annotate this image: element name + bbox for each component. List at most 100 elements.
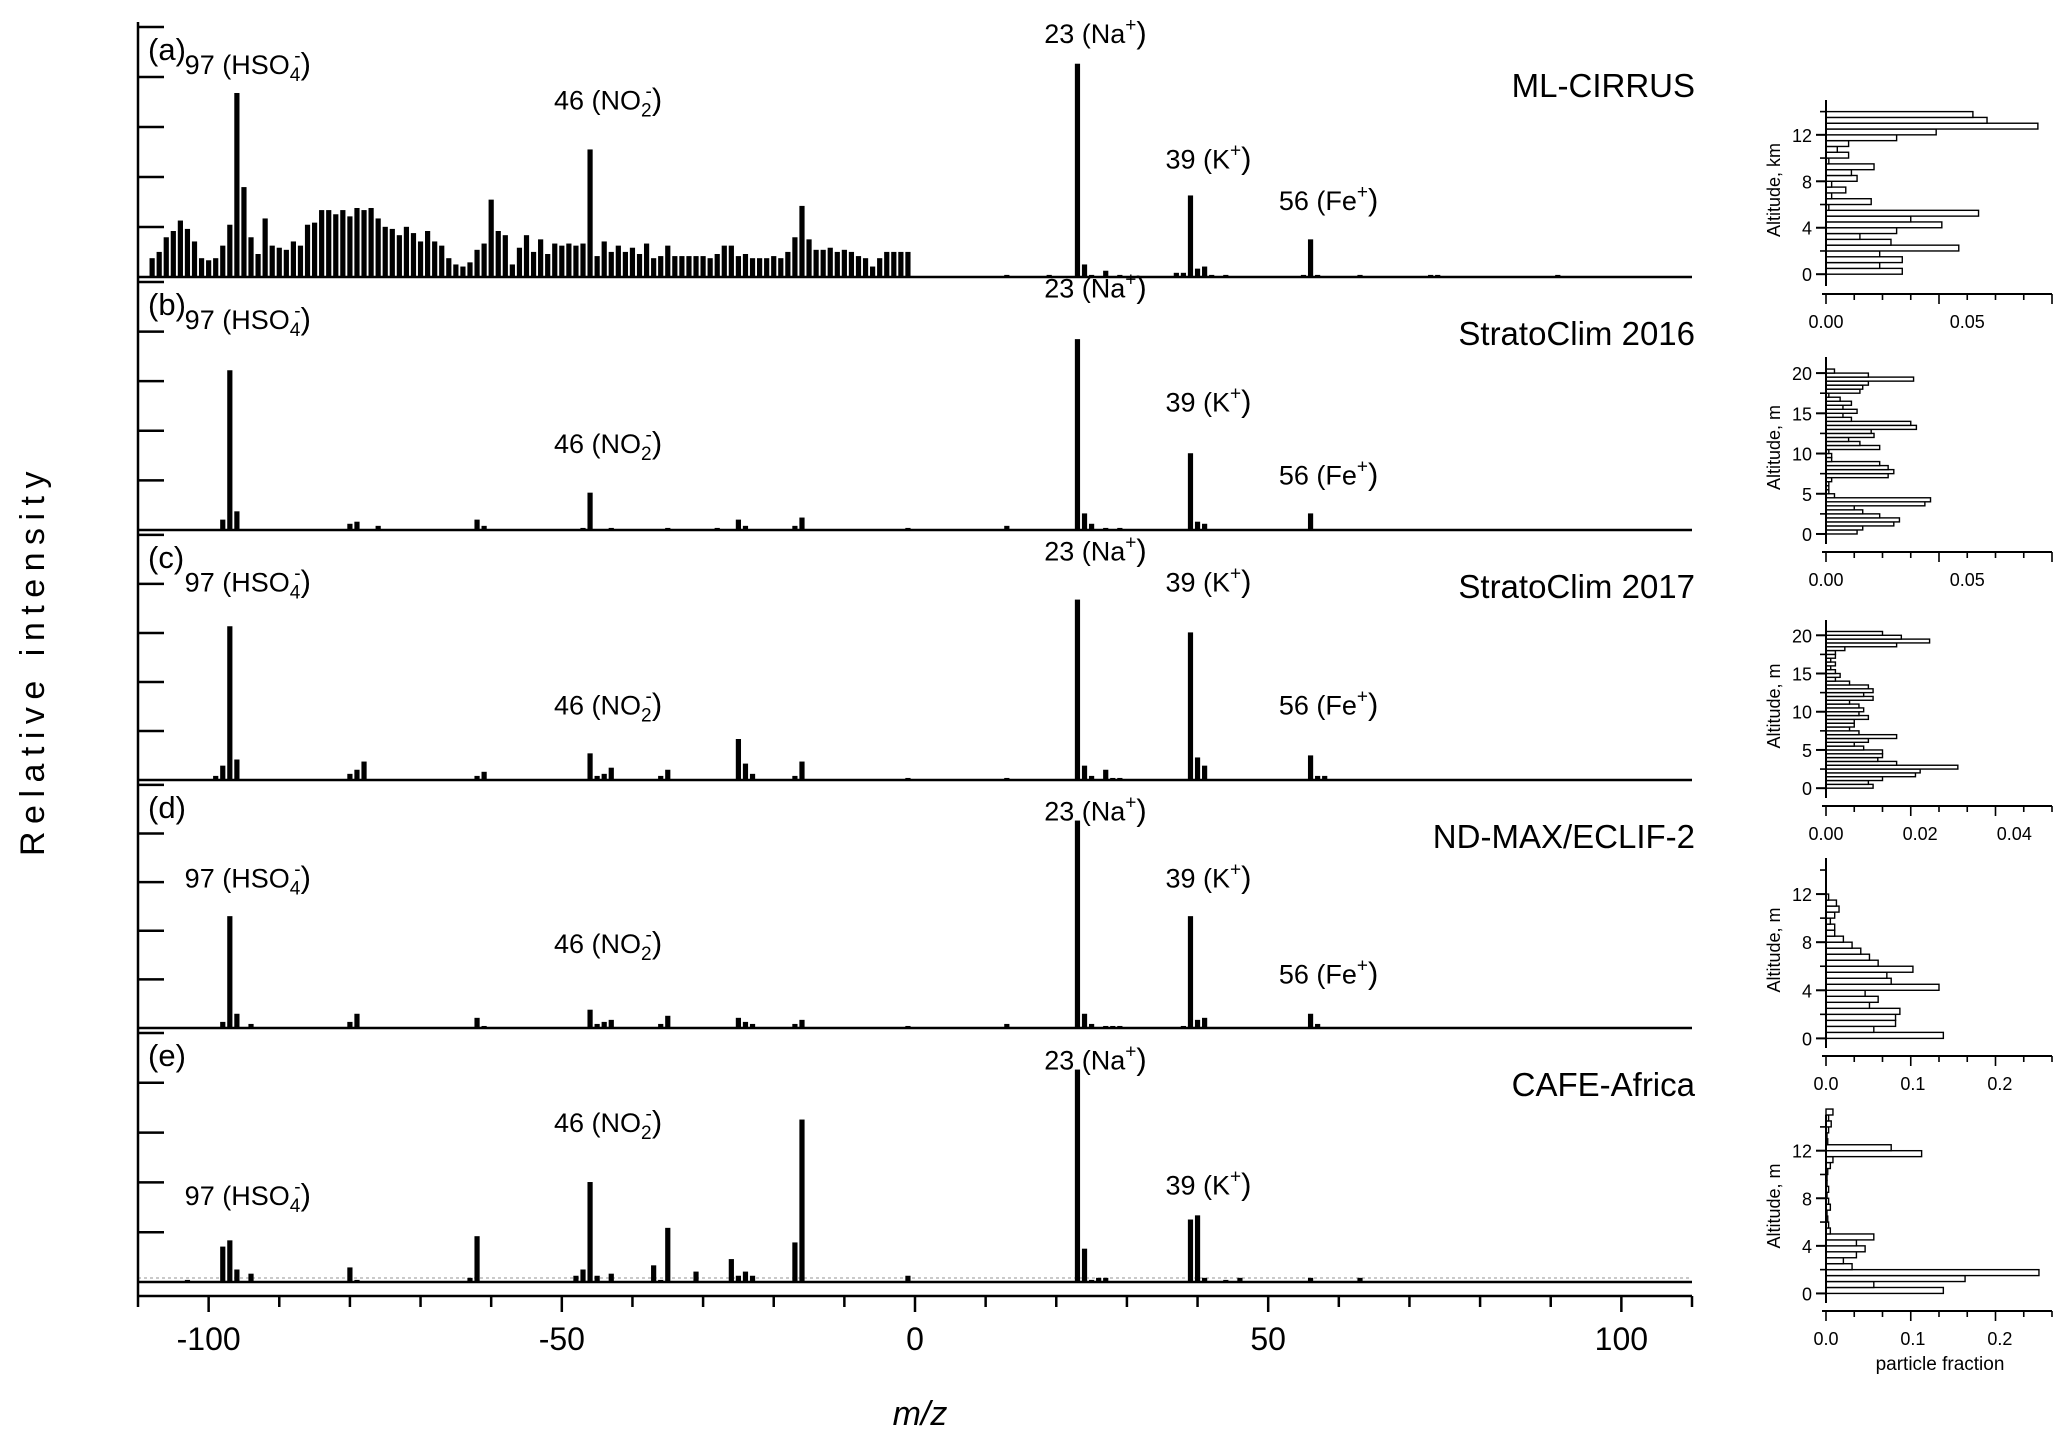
histogram-y-tick-label: 5	[1802, 485, 1812, 505]
spectrum-bar	[602, 241, 607, 277]
spectrum-bar	[651, 1265, 656, 1282]
histogram-y-tick-label: 0	[1802, 779, 1812, 799]
spectrum-bar	[347, 1267, 352, 1282]
spectrum-bar	[736, 739, 741, 780]
spectrum-bar	[1195, 269, 1200, 277]
spectrum-bar	[580, 244, 585, 277]
spectrum-bar	[1188, 916, 1193, 1028]
spectrum-bar	[700, 256, 705, 277]
spectrum-bar	[665, 770, 670, 780]
spectrum-bar	[227, 370, 232, 530]
panel-letter: (c)	[148, 540, 184, 575]
x-axis-label: m/z	[893, 1395, 948, 1433]
histogram-y-tick-label: 10	[1792, 445, 1812, 465]
x-tick-label: 100	[1595, 1321, 1648, 1357]
histogram-y-label: Altitude, m	[1764, 907, 1784, 992]
histogram-y-tick-label: 12	[1792, 126, 1812, 146]
spectrum-bar	[369, 208, 374, 277]
spectrum-bar	[792, 237, 797, 277]
histogram-y-tick-label: 10	[1792, 703, 1812, 723]
histogram-bar	[1826, 1264, 1852, 1270]
histogram-y-tick-label: 15	[1792, 404, 1812, 424]
spectrum-bar	[354, 1014, 359, 1028]
spectrum-bar	[1308, 239, 1313, 277]
spectrum-bar	[150, 258, 155, 277]
spectrum-bar	[729, 246, 734, 277]
spectrum-bar	[432, 241, 437, 277]
histogram-bar	[1826, 129, 1936, 135]
spectrum-bar	[185, 229, 190, 277]
histogram-bar	[1826, 1287, 1943, 1293]
histogram-bar	[1826, 1240, 1856, 1246]
histogram-y-tick-label: 8	[1802, 1189, 1812, 1209]
spectrum-bar	[1202, 1018, 1207, 1028]
spectrum-bar	[312, 223, 317, 277]
spectrum-bar	[877, 258, 882, 277]
spectrum-bar	[482, 244, 487, 277]
spectrum-bar	[1188, 1220, 1193, 1282]
spectrum-bar	[1188, 453, 1193, 530]
x-tick-label: 50	[1250, 1321, 1286, 1357]
histogram-bar	[1826, 263, 1880, 269]
histogram-x-tick-label: 0.1	[1900, 1329, 1925, 1349]
spectrum-bar	[376, 218, 381, 277]
spectrum-bar	[1075, 821, 1080, 1028]
spectrum-bar	[171, 231, 176, 277]
histogram-bar	[1826, 199, 1871, 205]
histogram-y-tick-label: 4	[1802, 981, 1812, 1001]
spectrum-bar	[587, 1182, 592, 1282]
spectrum-bar	[587, 493, 592, 530]
spectrum-bar	[644, 244, 649, 277]
spectrum-bar	[517, 248, 522, 277]
histogram-bar	[1826, 1270, 2039, 1276]
spectrum-bar	[623, 252, 628, 277]
histogram-y-tick-label: 4	[1802, 1237, 1812, 1257]
histogram-bar	[1826, 239, 1891, 245]
spectrum-bar	[340, 210, 345, 277]
histogram-x-tick-label: 0.2	[1987, 1074, 2012, 1094]
spectrum-bar	[234, 1014, 239, 1028]
spectrum-bar	[1202, 766, 1207, 780]
peak-annotation: 46 (NO2-)	[554, 686, 662, 726]
spectrum-bar	[1082, 1249, 1087, 1282]
histogram-x-tick-label: 0.1	[1900, 1074, 1925, 1094]
histogram-bar	[1826, 1276, 1965, 1282]
spectrum-bar	[538, 239, 543, 277]
histogram-bar	[1826, 1252, 1856, 1258]
spectrum-bar	[1195, 757, 1200, 780]
spectrum-bar	[284, 250, 289, 277]
spectrum-bar	[220, 520, 225, 530]
histogram-bar	[1826, 942, 1852, 948]
spectrum-bar	[821, 250, 826, 277]
histogram-bar	[1826, 996, 1878, 1002]
histogram-bar	[1826, 1109, 1833, 1115]
peak-annotation: 46 (NO2-)	[554, 425, 662, 465]
campaign-label: StratoClim 2016	[1458, 315, 1695, 352]
spectrum-bar	[234, 760, 239, 781]
spectrum-bar	[609, 768, 614, 780]
spectrum-bar	[241, 187, 246, 277]
spectrum-bar	[234, 1270, 239, 1282]
spectrum-bar	[665, 1016, 670, 1028]
y-axis-label: Relative intensity	[14, 464, 52, 856]
spectrum-bar	[630, 248, 635, 277]
spectrum-bar	[1308, 1014, 1313, 1028]
spectrum-bar	[192, 241, 197, 277]
spectrum-bar	[722, 246, 727, 277]
histogram-y-tick-label: 0	[1802, 1029, 1812, 1049]
histogram-x-tick-label: 0.0	[1813, 1074, 1838, 1094]
spectrum-bar	[842, 250, 847, 277]
histogram-bar	[1826, 210, 1979, 216]
spectrum-bar	[637, 254, 642, 277]
histogram-bar	[1826, 369, 1834, 373]
spectrum-bar	[439, 246, 444, 277]
spectrum-bar	[835, 252, 840, 277]
spectrum-bar	[580, 1270, 585, 1282]
histogram-x-tick-label: 0.04	[1997, 824, 2032, 844]
histogram-bar	[1826, 978, 1891, 984]
histogram-bar	[1826, 164, 1874, 170]
spectrum-bar	[806, 239, 811, 277]
spectrum-bar	[743, 254, 748, 277]
spectrum-bar	[425, 231, 430, 277]
